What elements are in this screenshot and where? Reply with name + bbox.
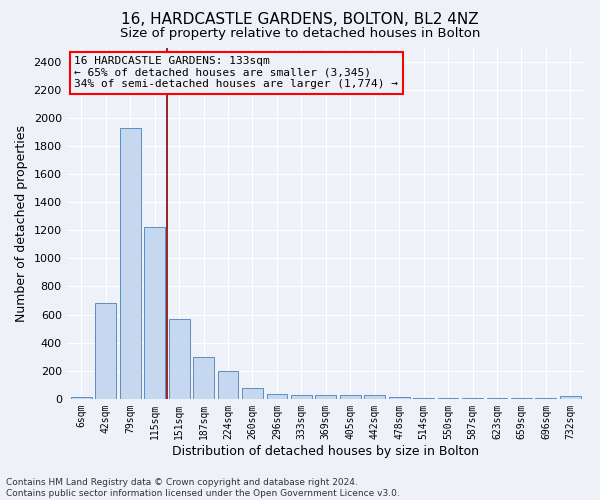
Bar bbox=[340, 396, 361, 399]
Bar bbox=[462, 398, 483, 399]
X-axis label: Distribution of detached houses by size in Bolton: Distribution of detached houses by size … bbox=[172, 444, 479, 458]
Bar bbox=[413, 398, 434, 399]
Bar bbox=[169, 318, 190, 399]
Bar bbox=[144, 228, 165, 399]
Text: Contains HM Land Registry data © Crown copyright and database right 2024.
Contai: Contains HM Land Registry data © Crown c… bbox=[6, 478, 400, 498]
Bar bbox=[120, 128, 140, 399]
Bar bbox=[266, 394, 287, 399]
Bar bbox=[71, 398, 92, 399]
Bar bbox=[437, 398, 458, 399]
Bar bbox=[487, 398, 508, 399]
Bar bbox=[242, 388, 263, 399]
Bar bbox=[560, 396, 581, 399]
Bar bbox=[193, 356, 214, 399]
Text: 16, HARDCASTLE GARDENS, BOLTON, BL2 4NZ: 16, HARDCASTLE GARDENS, BOLTON, BL2 4NZ bbox=[121, 12, 479, 28]
Bar bbox=[511, 398, 532, 399]
Bar bbox=[218, 370, 238, 399]
Bar bbox=[316, 396, 336, 399]
Bar bbox=[389, 398, 410, 399]
Text: 16 HARDCASTLE GARDENS: 133sqm
← 65% of detached houses are smaller (3,345)
34% o: 16 HARDCASTLE GARDENS: 133sqm ← 65% of d… bbox=[74, 56, 398, 90]
Y-axis label: Number of detached properties: Number of detached properties bbox=[15, 124, 28, 322]
Bar bbox=[535, 398, 556, 399]
Bar bbox=[95, 304, 116, 399]
Bar bbox=[364, 396, 385, 399]
Text: Size of property relative to detached houses in Bolton: Size of property relative to detached ho… bbox=[120, 28, 480, 40]
Bar bbox=[291, 396, 312, 399]
